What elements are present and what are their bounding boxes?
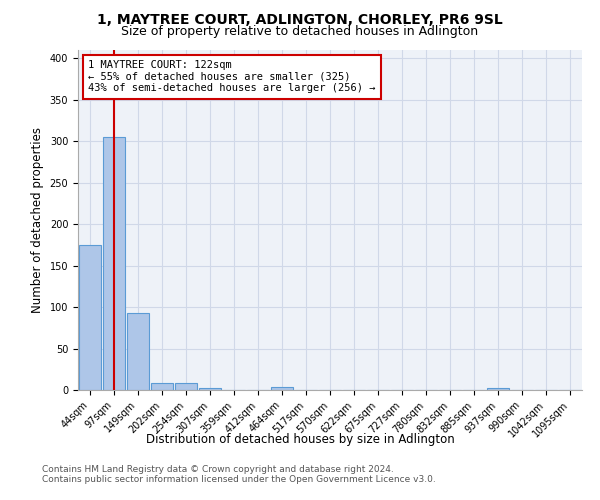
Text: Size of property relative to detached houses in Adlington: Size of property relative to detached ho… [121,25,479,38]
Bar [271,386,293,390]
Text: 1 MAYTREE COURT: 122sqm
← 55% of detached houses are smaller (325)
43% of semi-d: 1 MAYTREE COURT: 122sqm ← 55% of detache… [88,60,376,94]
Text: 1, MAYTREE COURT, ADLINGTON, CHORLEY, PR6 9SL: 1, MAYTREE COURT, ADLINGTON, CHORLEY, PR… [97,12,503,26]
Bar [79,245,101,390]
Text: Distribution of detached houses by size in Adlington: Distribution of detached houses by size … [146,432,454,446]
Bar [199,388,221,390]
Bar [175,382,197,390]
Bar [127,313,149,390]
Bar [151,384,173,390]
Text: Contains HM Land Registry data © Crown copyright and database right 2024.
Contai: Contains HM Land Registry data © Crown c… [42,465,436,484]
Bar [487,388,509,390]
Bar [103,137,125,390]
Y-axis label: Number of detached properties: Number of detached properties [31,127,44,313]
